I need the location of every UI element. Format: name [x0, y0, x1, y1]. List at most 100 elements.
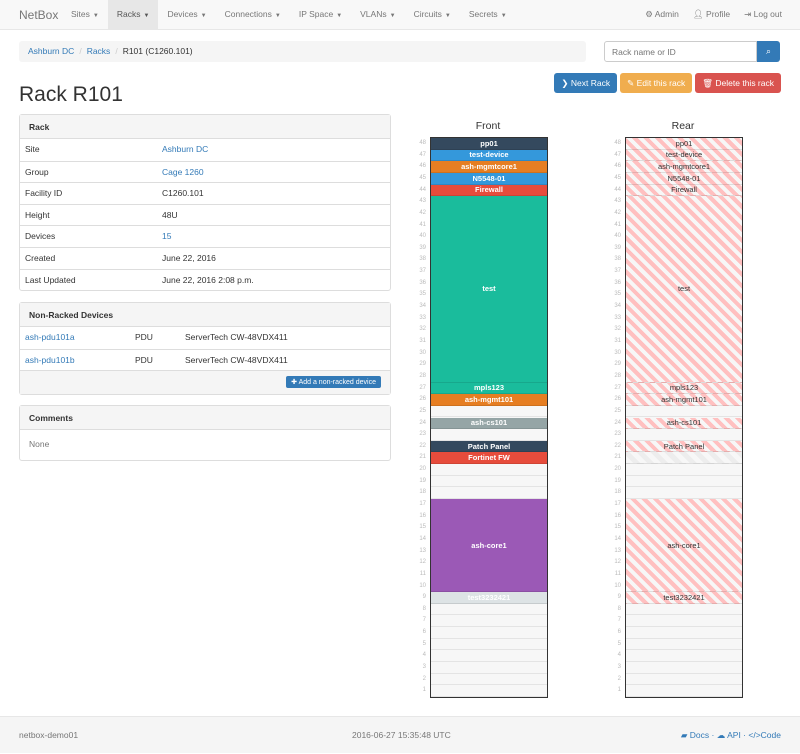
rack-unit[interactable] [431, 476, 547, 488]
navbar: NetBox Sites ▼ Racks ▼ Devices ▼ Connections ▼ I… [0, 0, 800, 30]
rack-unit[interactable] [626, 464, 742, 476]
rack-unit[interactable] [431, 650, 547, 663]
rack-unit[interactable] [626, 662, 742, 674]
nonracked-panel: Non-Racked Devices ash-pdu101a PDU ServerT… [19, 302, 391, 396]
device-link[interactable]: ash-pdu101a [25, 332, 75, 342]
rack-device[interactable]: test-device [626, 149, 742, 162]
rack-device[interactable]: test3232421 [626, 592, 742, 604]
rack-device[interactable]: N5548-01 [626, 172, 742, 185]
add-nonracked-button[interactable]: ✚ Add a non-racked device [286, 376, 381, 389]
device-link[interactable]: ash-pdu101b [25, 354, 75, 365]
rack-unit[interactable] [431, 615, 547, 628]
rack-device[interactable]: test [431, 196, 547, 383]
rack-device[interactable]: ash-mgmt101 [626, 394, 742, 406]
footer-hostname: netbox-demo01 [19, 730, 79, 740]
nav-menu-label: Circuits [413, 9, 442, 19]
rack-device[interactable]: ash-mgmtcore1 [626, 161, 742, 173]
rack-device[interactable]: ash-mgmtcore1 [431, 161, 547, 173]
rack-device[interactable]: Patch Panel [626, 440, 742, 453]
rack-unit-number: 31 [614, 337, 621, 344]
rack-unit[interactable] [626, 650, 742, 663]
rack-unit[interactable] [431, 674, 547, 686]
attribute-value[interactable]: 15 [162, 231, 172, 242]
rack-unit[interactable] [626, 487, 742, 500]
nav-menu-ip-space[interactable]: IP Space ▼ [290, 0, 351, 29]
rack-unit-number: 2 [422, 675, 426, 682]
admin-link[interactable]: ⚙ Admin [645, 0, 679, 29]
edit-rack-button[interactable]: ✎ Edit this rack [620, 73, 693, 93]
nav-menu-sites[interactable]: Sites ▼ [62, 0, 108, 29]
rack-unit[interactable] [626, 627, 742, 639]
rack-unit[interactable] [431, 406, 547, 418]
rack-unit[interactable] [626, 476, 742, 488]
rack-device[interactable]: pp01 [431, 138, 547, 150]
rack-unit[interactable] [431, 604, 547, 616]
rack-device[interactable]: test-device [431, 149, 547, 162]
code-link[interactable]: </>Code [748, 730, 781, 740]
nav-menu-circuits[interactable]: Circuits ▼ [405, 0, 460, 29]
rack-device[interactable]: mpls123 [431, 382, 547, 395]
rack-unit[interactable] [626, 674, 742, 686]
docs-link[interactable]: ▰ Docs [681, 730, 709, 740]
rack-unit[interactable] [431, 685, 547, 697]
rack-device[interactable]: Firewall [626, 184, 742, 197]
nav-menu-vlans[interactable]: VLANs ▼ [351, 0, 404, 29]
rack-unit-number: 8 [422, 605, 426, 612]
nav-menu-secrets[interactable]: Secrets ▼ [460, 0, 516, 29]
rack-unit-number: 25 [614, 407, 621, 414]
next-rack-button[interactable]: ❯ Next Rack [554, 73, 618, 93]
rack-unit-number: 24 [614, 419, 621, 426]
rack-device[interactable]: ash-cs101 [626, 417, 742, 430]
rack-device[interactable]: ash-core1 [431, 499, 547, 593]
rack-unit[interactable] [626, 615, 742, 628]
breadcrumb-racks[interactable]: Racks [86, 46, 111, 56]
rack-unit-number: 39 [614, 244, 621, 251]
rack-device[interactable]: N5548-01 [431, 172, 547, 185]
rack-device[interactable]: ash-mgmt101 [431, 394, 547, 406]
rack-device[interactable]: ash-core1 [626, 499, 742, 593]
nav-menu-label: Sites [71, 9, 90, 19]
rack-device[interactable]: Patch Panel [431, 440, 547, 453]
breadcrumb-site[interactable]: Ashburn DC [28, 46, 75, 56]
brand-logo[interactable]: NetBox [19, 8, 59, 22]
pencil-icon: ✎ [627, 78, 635, 88]
rack-unit[interactable] [431, 639, 547, 651]
rack-unit[interactable] [626, 406, 742, 418]
rack-unit-number: 18 [614, 489, 621, 496]
rack-device[interactable]: pp01 [626, 138, 742, 150]
search-input[interactable] [604, 41, 757, 62]
rack-unit[interactable] [626, 685, 742, 697]
profile-link[interactable]: 👤︎ Profile [693, 0, 730, 29]
nav-menu-devices[interactable]: Devices ▼ [158, 0, 215, 29]
attribute-value[interactable]: Cage 1260 [162, 166, 204, 177]
delete-rack-button[interactable]: 🗑︎ Delete this rack [695, 73, 781, 93]
rack-device[interactable]: Fortinet FW [431, 452, 547, 465]
caret-down-icon: ▼ [200, 13, 207, 19]
rack-device[interactable]: test3232421 [431, 592, 547, 604]
rack-unit[interactable] [626, 604, 742, 616]
attribute-value[interactable]: Ashburn DC [162, 144, 209, 154]
rack-unit[interactable] [626, 639, 742, 651]
rack-unit[interactable] [431, 627, 547, 639]
rack-device[interactable]: ash-cs101 [431, 417, 547, 430]
api-link[interactable]: ☁ API [717, 730, 741, 740]
rack-attribute-row: Facility ID C1260.101 [20, 182, 390, 204]
rack-unit[interactable] [431, 464, 547, 476]
rack-device[interactable]: mpls123 [626, 382, 742, 395]
logout-link[interactable]: ⇥ Log out [744, 0, 782, 29]
rack-device[interactable]: test [626, 196, 742, 383]
search-button[interactable]: ⌕ [757, 41, 780, 62]
rack-device[interactable]: Firewall [431, 184, 547, 197]
rack-unit[interactable] [626, 429, 742, 441]
caret-down-icon: ▼ [336, 13, 343, 19]
nav-menu-racks[interactable]: Racks ▼ [107, 0, 159, 29]
nav-menu-connections[interactable]: Connections ▼ [216, 0, 290, 29]
rack-unit-number: 28 [614, 372, 621, 379]
attribute-value: June 22, 2016 [162, 252, 216, 263]
rack-unit-number: 10 [419, 582, 426, 589]
logout-label: Log out [753, 9, 782, 19]
rack-unit[interactable] [431, 429, 547, 441]
rack-unit[interactable] [431, 662, 547, 674]
rack-unit[interactable] [431, 487, 547, 500]
rack-unit-number: 35 [419, 291, 426, 298]
